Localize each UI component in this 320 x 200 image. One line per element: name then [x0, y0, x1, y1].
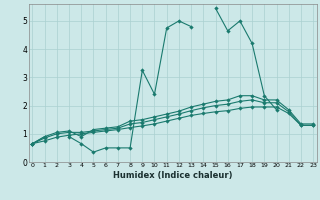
X-axis label: Humidex (Indice chaleur): Humidex (Indice chaleur): [113, 171, 233, 180]
